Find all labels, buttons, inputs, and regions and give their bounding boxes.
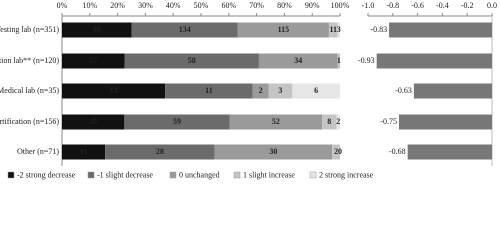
legend-swatch: [87, 171, 95, 179]
value-label: 11: [80, 147, 88, 156]
value-label: -0.68: [389, 147, 406, 156]
category-label: Calibration lab** (n=120): [0, 56, 59, 65]
x-tick-label: 80%: [277, 1, 292, 10]
bar-segment: [62, 22, 132, 38]
category-label: Other (n=71): [17, 147, 59, 156]
x-tick-label: 30%: [138, 1, 153, 10]
bar-segment: [322, 114, 337, 130]
x-tick-label: -0.6: [411, 1, 424, 10]
bar-segment: [165, 83, 253, 99]
bar-segment: [229, 114, 323, 130]
bar-segment: [252, 83, 269, 99]
bar-segment: [328, 22, 338, 38]
legend-swatch: [169, 171, 177, 179]
x-tick-label: 20%: [110, 1, 125, 10]
category-label: Testing lab (n=351): [0, 25, 59, 34]
bar-segment: [337, 53, 340, 69]
value-label: 2: [259, 86, 263, 95]
x-tick-label: 60%: [221, 1, 236, 10]
bar-segment: [62, 53, 125, 69]
value-label: 88: [93, 25, 101, 34]
bar: [376, 53, 492, 69]
value-label: 27: [89, 56, 97, 65]
bar-segment: [237, 22, 329, 38]
x-tick-label: 70%: [249, 1, 264, 10]
category-label: Medical lab (n=35): [0, 86, 59, 95]
value-label: 13: [110, 86, 118, 95]
value-label: 6: [314, 86, 318, 95]
x-tick-label: 50%: [194, 1, 209, 10]
x-tick-label: 10%: [82, 1, 97, 10]
bar-segment: [131, 22, 238, 38]
bar: [399, 114, 492, 130]
value-label: -0.83: [370, 25, 387, 34]
value-label: -0.93: [358, 56, 375, 65]
x-tick-label: 40%: [166, 1, 181, 10]
bar-segment: [214, 144, 333, 160]
bar: [407, 144, 492, 160]
value-label: -0.75: [380, 117, 397, 126]
value-label: 52: [272, 117, 280, 126]
value-label: 11: [329, 25, 337, 34]
x-tick-label: 100%: [331, 1, 350, 10]
legend-swatch: [233, 171, 241, 179]
legend-label: -2 strong decrease: [17, 170, 76, 179]
x-tick-label: 0%: [57, 1, 68, 10]
value-label: 2: [336, 117, 340, 126]
value-label: 0: [338, 147, 342, 156]
value-label: 115: [278, 25, 290, 34]
bar-segment: [337, 22, 340, 38]
value-label: 58: [188, 56, 196, 65]
value-label: 3: [278, 86, 282, 95]
bar-segment: [62, 144, 106, 160]
legend-label: 1 slight increase: [243, 170, 295, 179]
bar-segment: [124, 114, 230, 130]
value-label: 34: [294, 56, 302, 65]
bar-segment: [105, 144, 215, 160]
bar: [389, 22, 492, 38]
legend-swatch: [7, 171, 15, 179]
bar-segment: [258, 53, 338, 69]
x-tick-label: -1.0: [362, 1, 375, 10]
value-label: 59: [173, 117, 181, 126]
bar-segment: [62, 114, 125, 130]
x-tick-label: -0.2: [461, 1, 474, 10]
bar-segment: [332, 144, 340, 160]
x-tick-label: 90%: [305, 1, 320, 10]
value-label: 134: [179, 25, 191, 34]
legend-label: -1 slight decrease: [97, 170, 153, 179]
chart: 0% 10% 20% 30% 40% 50% 60% 70% 80% 90% 100% Testing…: [0, 1, 497, 180]
value-label: 35: [89, 117, 97, 126]
x-tick-label: 0.0: [487, 1, 497, 10]
bar-segment: [62, 83, 166, 99]
value-label: 28: [156, 147, 164, 156]
value-label: 30: [269, 147, 277, 156]
value-label: 11: [205, 86, 213, 95]
legend-label: 2 strong increase: [319, 170, 374, 179]
legend-label: 0 unchanged: [179, 170, 220, 179]
value-label: 8: [327, 117, 331, 126]
value-label: -0.63: [395, 86, 412, 95]
legend-swatch: [309, 171, 317, 179]
value-label: 3: [337, 25, 341, 34]
category-label: Certification (n=156): [0, 117, 59, 126]
bar-segment: [336, 114, 340, 130]
bar-segment: [292, 83, 340, 99]
bar-segment: [124, 53, 259, 69]
value-label: 1: [337, 56, 341, 65]
x-tick-label: -0.4: [436, 1, 449, 10]
bar: [413, 83, 492, 99]
x-tick-label: -0.8: [386, 1, 399, 10]
value-label: 2: [334, 147, 338, 156]
bar-segment: [268, 83, 293, 99]
